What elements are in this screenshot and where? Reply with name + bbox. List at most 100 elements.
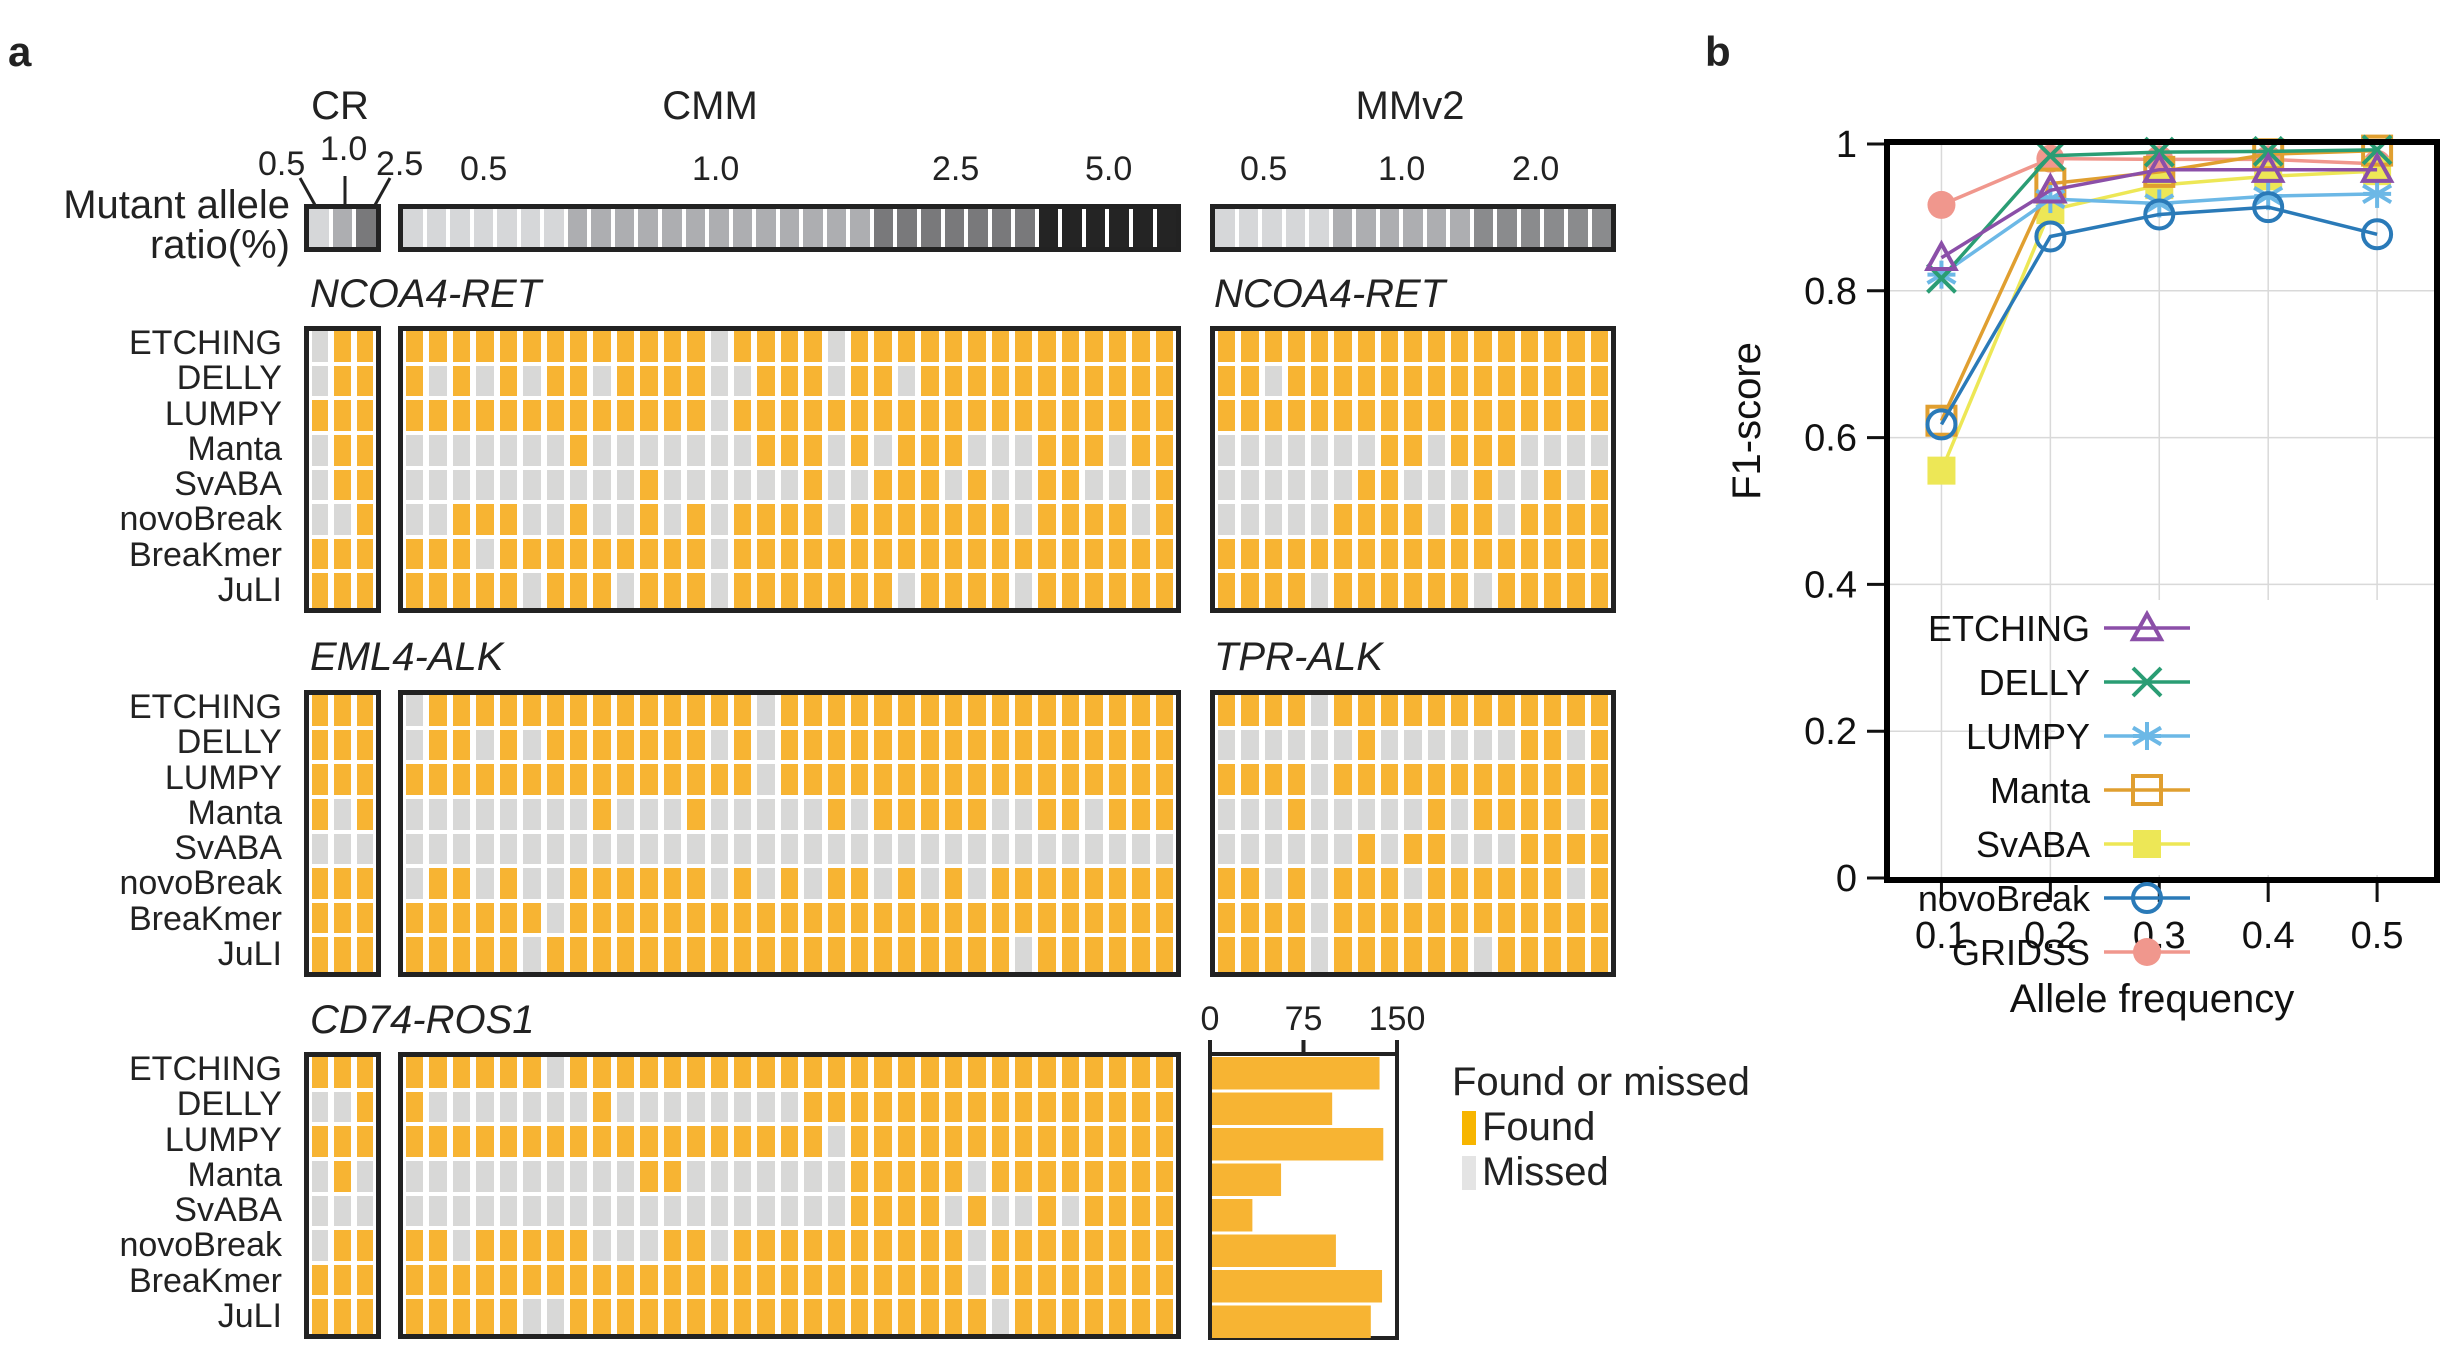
cell-found [1424, 902, 1448, 938]
cell-found [1354, 937, 1379, 972]
cell-found [1035, 1195, 1059, 1231]
cell-found [1354, 868, 1379, 903]
cell-found [613, 365, 638, 401]
ratio-cell [1544, 209, 1568, 247]
cell-found [965, 1299, 989, 1334]
cell-found [331, 902, 354, 938]
cell-found [543, 764, 567, 799]
plot-frame [1884, 139, 2440, 883]
heatmap-cr-cd74-ros1 [304, 1052, 381, 1339]
cell-missed [590, 833, 614, 869]
cell-found [1152, 1230, 1176, 1265]
cell-found [403, 331, 427, 366]
cell-missed [1261, 469, 1285, 505]
cell-found [730, 902, 755, 938]
cell-found [1284, 400, 1309, 435]
row-labels-block-2: ETCHING DELLY LUMPY Manta SvABA novoBreak Brea… [2, 689, 282, 972]
cell-found [941, 902, 966, 938]
cell-found [1354, 695, 1379, 730]
ratio-cell [638, 209, 663, 247]
cell-found [1058, 868, 1083, 903]
cell-found [1494, 764, 1518, 799]
ratio-cell [685, 209, 710, 247]
cell-found [426, 538, 450, 574]
cell-found [684, 504, 708, 539]
row-label-lumpy: LUMPY [164, 394, 282, 433]
cell-found [1401, 695, 1425, 730]
cell-found [1105, 798, 1130, 834]
cell-found [1058, 1230, 1083, 1265]
cell-found [590, 729, 614, 765]
cell-found [1587, 729, 1611, 765]
cell-found [449, 538, 474, 574]
cell-found [941, 1126, 966, 1161]
cell-found [684, 365, 708, 401]
cell-missed [426, 469, 450, 505]
series-line-manta [1939, 148, 2378, 422]
cell-found [660, 573, 685, 608]
point-etching [1924, 239, 1959, 271]
cell-found [613, 937, 638, 972]
cell-found [426, 1126, 450, 1161]
cell-missed [941, 1195, 966, 1231]
cell-missed [1058, 833, 1083, 869]
cell-missed [637, 434, 661, 470]
ratio-cell [1520, 209, 1545, 247]
cell-found [1517, 902, 1542, 938]
cell-found [730, 695, 755, 730]
cell-found [1401, 937, 1425, 972]
cell-found [824, 695, 849, 730]
cell-found [801, 365, 825, 401]
legend-label-novobreak: novoBreak [1918, 878, 2091, 919]
ratio-cell [779, 209, 804, 247]
cell-found [871, 365, 895, 401]
row-label-lumpy: LUMPY [164, 1120, 282, 1159]
cell-found [1587, 764, 1611, 799]
cell-missed [918, 868, 942, 903]
cell-found [871, 573, 895, 608]
cell-found [941, 937, 966, 972]
cell-found [1152, 798, 1176, 834]
legend-label-manta: Manta [1990, 770, 2091, 811]
cell-found [918, 469, 942, 505]
cell-found [1424, 798, 1448, 834]
cell-found [449, 1264, 474, 1300]
cell-found [1129, 400, 1153, 435]
cell-found [566, 764, 591, 799]
cell-found [309, 937, 332, 972]
cell-missed [1424, 469, 1448, 505]
ratio-cell [356, 209, 377, 247]
cell-found [894, 469, 919, 505]
cell-found [1401, 434, 1425, 470]
cell-found [871, 1195, 895, 1231]
bar-axis-tick-label: 150 [1369, 1000, 1426, 1038]
cell-found [777, 504, 802, 539]
cell-found [449, 365, 474, 401]
cell-found [1105, 1195, 1130, 1231]
cell-found [965, 902, 989, 938]
cell-found [1152, 538, 1176, 574]
ratio-cell [1309, 209, 1333, 247]
cell-found [1105, 1160, 1130, 1196]
cell-found [965, 798, 989, 834]
cell-found [965, 1195, 989, 1231]
cell-found [1378, 868, 1402, 903]
cell-missed [590, 504, 614, 539]
cell-found [1012, 538, 1036, 574]
cell-found [707, 695, 731, 730]
cell-found [1129, 538, 1153, 574]
cell-missed [309, 1230, 332, 1265]
cell-missed [824, 331, 849, 366]
legend-marker-lumpy [2131, 722, 2163, 750]
cell-found [473, 573, 497, 608]
cell-found [988, 764, 1013, 799]
cell-found [496, 1057, 521, 1092]
cell-found [1238, 902, 1262, 938]
missed-swatch [1462, 1155, 1476, 1190]
cell-missed [965, 833, 989, 869]
cell-missed [353, 1195, 376, 1231]
y-tick-label: 1 [1836, 124, 1857, 166]
cell-found [1012, 729, 1036, 765]
cell-found [1012, 1160, 1036, 1196]
cell-missed [613, 504, 638, 539]
